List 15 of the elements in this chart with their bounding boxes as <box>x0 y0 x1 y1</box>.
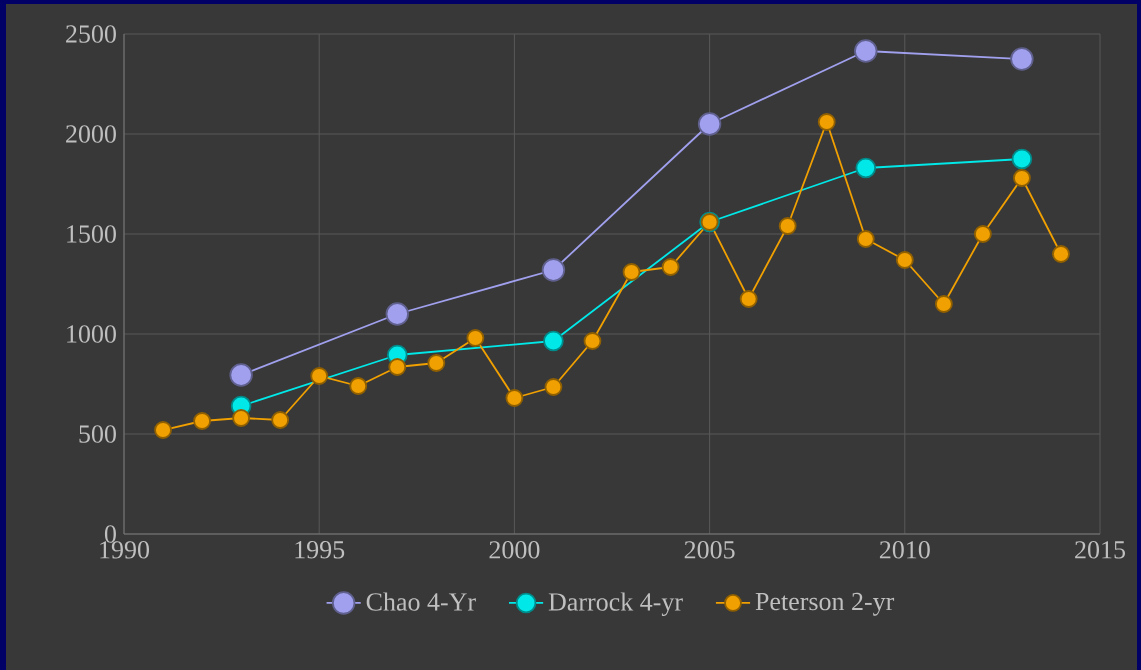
legend-label: Darrock 4-yr <box>548 592 683 617</box>
legend-label: Peterson 2-yr <box>755 592 895 616</box>
x-tick-label: 1990 <box>100 541 150 559</box>
x-tick-label: 2000 <box>489 541 540 559</box>
y-tick-label: 1500 <box>67 225 116 243</box>
x-tick-label: 2015 <box>1075 541 1125 559</box>
y-tick-label: 0 <box>104 525 116 543</box>
legend-label: Chao 4-Yr <box>366 592 476 611</box>
x-tick-label: 1995 <box>295 541 345 559</box>
x-tick-label: 2010 <box>879 541 930 559</box>
y-tick-label: 2000 <box>66 125 116 143</box>
x-tick-label: 2005 <box>684 541 735 559</box>
y-tick-label: 2500 <box>66 25 116 43</box>
y-tick-label: 500 <box>79 425 116 443</box>
y-tick-label: 1000 <box>67 325 116 343</box>
